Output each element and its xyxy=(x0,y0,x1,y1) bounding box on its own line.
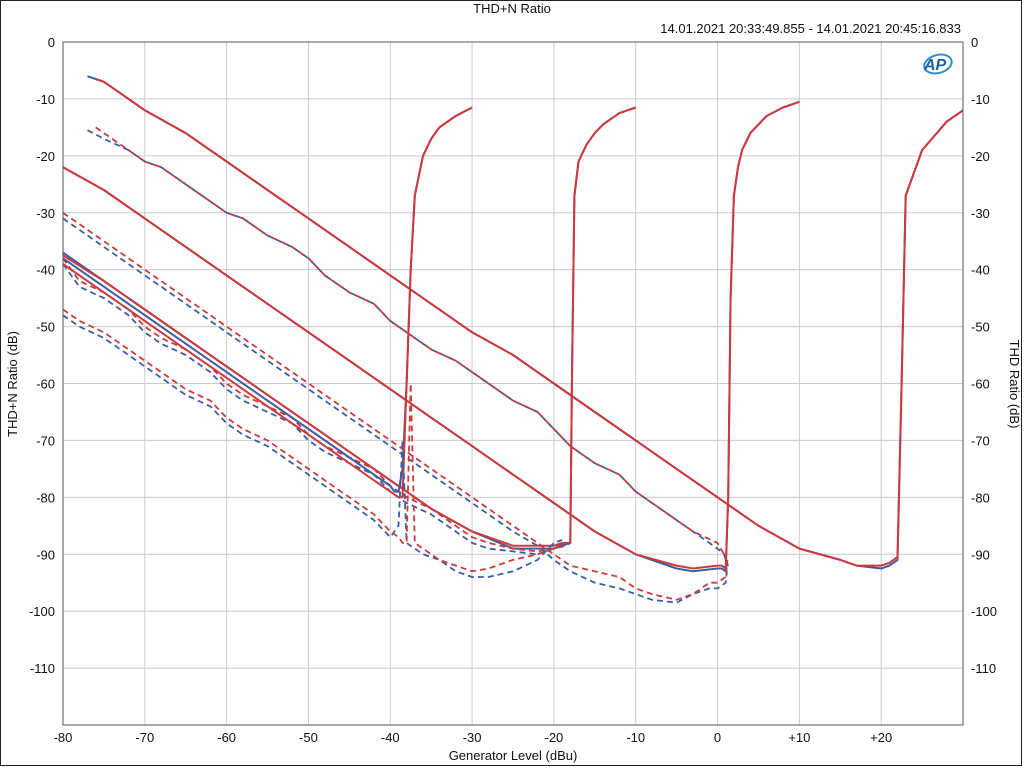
x-tick-label: 0 xyxy=(714,730,721,745)
series-line-6 xyxy=(62,100,800,570)
y-tick-label-right: -60 xyxy=(971,377,990,392)
y-tick-label-left: -100 xyxy=(29,604,55,619)
x-axis-title: Generator Level (dBu) xyxy=(449,748,578,763)
chart-time-range: 14.01.2021 20:33:49.855 - 14.01.2021 20:… xyxy=(660,21,961,36)
y-axis-title-left: THD+N Ratio (dB) xyxy=(5,331,20,437)
series-line-14 xyxy=(62,106,473,499)
y-tick-label-left: -110 xyxy=(30,661,55,676)
y-tick-label-right: -30 xyxy=(971,206,990,221)
x-tick-label: -70 xyxy=(135,730,154,745)
y-tick-label-right: 0 xyxy=(971,35,978,50)
y-tick-label-left: -80 xyxy=(36,490,55,505)
x-tick-label: +10 xyxy=(788,730,810,745)
series-line-8 xyxy=(62,212,729,601)
series-line-2 xyxy=(95,78,964,567)
y-tick-label-right: -40 xyxy=(971,263,990,278)
x-tick-label: -40 xyxy=(381,730,400,745)
plot-border xyxy=(62,41,964,726)
series-line-16 xyxy=(62,308,563,573)
y-tick-label-left: -70 xyxy=(36,433,55,448)
series-line-12 xyxy=(62,257,571,553)
y-tick-label-right: -70 xyxy=(971,433,990,448)
y-tick-label-right: -110 xyxy=(971,661,996,676)
series-line-15 xyxy=(62,314,563,578)
y-tick-label-left: -30 xyxy=(36,206,55,221)
series-line-10 xyxy=(62,106,637,547)
y-tick-label-left: -50 xyxy=(36,320,55,335)
series-layer xyxy=(62,75,964,604)
y-axis-title-right: THD Ratio (dB) xyxy=(1007,340,1022,429)
series-line-11 xyxy=(62,263,571,556)
y-tick-label-right: -20 xyxy=(971,149,990,164)
y-tick-label-right: -50 xyxy=(971,320,990,335)
series-line-4 xyxy=(95,126,730,566)
y-tick-label-left: -40 xyxy=(36,263,55,278)
x-tick-label: -20 xyxy=(545,730,564,745)
y-tick-label-right: -100 xyxy=(971,604,997,619)
tick-labels: -80 -70 -60 -50 -40 -30 -20 -10 0 +10 +200 0-10 -10-… xyxy=(29,35,997,745)
x-tick-label: -10 xyxy=(626,730,645,745)
x-tick-label: -50 xyxy=(299,730,318,745)
x-tick-label: +20 xyxy=(870,730,892,745)
y-tick-label-right: -10 xyxy=(971,92,990,107)
chart-title: THD+N Ratio xyxy=(473,1,551,16)
ap-logo-icon: AP xyxy=(923,53,953,75)
y-tick-label-right: -90 xyxy=(971,547,990,562)
y-tick-label-right: -80 xyxy=(971,490,990,505)
y-tick-label-left: -10 xyxy=(36,92,55,107)
y-tick-label-left: -60 xyxy=(36,377,55,392)
y-tick-label-left: 0 xyxy=(48,35,55,50)
y-tick-label-left: -90 xyxy=(36,547,55,562)
x-tick-label: -60 xyxy=(217,730,236,745)
x-tick-label: -30 xyxy=(463,730,482,745)
y-tick-label-left: -20 xyxy=(36,149,55,164)
x-tick-label: -80 xyxy=(54,730,73,745)
svg-text:AP: AP xyxy=(923,57,947,74)
